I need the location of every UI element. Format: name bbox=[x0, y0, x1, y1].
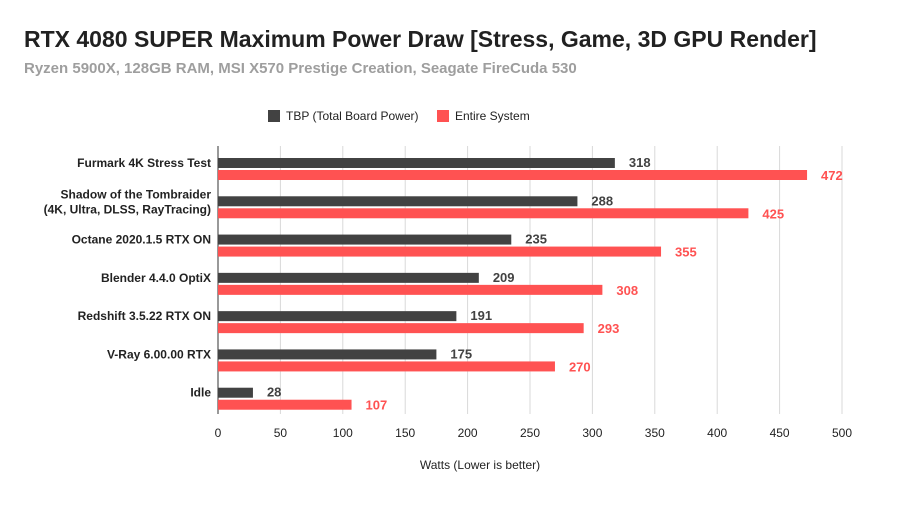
x-tick-label: 100 bbox=[333, 426, 353, 440]
chart-title: RTX 4080 SUPER Maximum Power Draw [Stres… bbox=[24, 26, 817, 52]
category-label-line: Shadow of the Tombraider bbox=[61, 187, 212, 201]
category-label: Redshift 3.5.22 RTX ON bbox=[78, 309, 211, 323]
category-label: Idle bbox=[190, 386, 211, 400]
data-label-system: 270 bbox=[569, 359, 591, 374]
data-label-tbp: 235 bbox=[525, 232, 547, 247]
data-label-system: 425 bbox=[762, 206, 784, 221]
data-label-tbp: 28 bbox=[267, 385, 281, 400]
data-label-tbp: 175 bbox=[450, 346, 472, 361]
legend-swatch-system bbox=[437, 110, 449, 122]
bar-system bbox=[218, 246, 662, 257]
bar-system bbox=[218, 361, 555, 372]
data-label-system: 107 bbox=[366, 398, 388, 413]
category-label-line: (4K, Ultra, DLSS, RayTracing) bbox=[44, 202, 211, 216]
category-label: Octane 2020.1.5 RTX ON bbox=[72, 233, 211, 247]
bar-tbp bbox=[218, 387, 253, 398]
bar-tbp bbox=[218, 349, 437, 360]
bar-tbp bbox=[218, 158, 615, 168]
legend-label-tbp: TBP (Total Board Power) bbox=[286, 109, 419, 123]
data-label-system: 308 bbox=[616, 283, 638, 298]
bar-system bbox=[218, 208, 749, 219]
bar-system bbox=[218, 170, 808, 180]
x-tick-label: 250 bbox=[520, 426, 540, 440]
data-label-tbp: 191 bbox=[470, 308, 492, 323]
x-axis-label: Watts (Lower is better) bbox=[420, 458, 540, 472]
x-tick-label: 300 bbox=[582, 426, 602, 440]
x-tick-label: 450 bbox=[770, 426, 790, 440]
data-label-tbp: 318 bbox=[629, 155, 651, 170]
chart-subtitle: Ryzen 5900X, 128GB RAM, MSI X570 Prestig… bbox=[24, 60, 577, 77]
data-label-tbp: 209 bbox=[493, 270, 515, 285]
bar-tbp bbox=[218, 234, 512, 245]
bar-tbp bbox=[218, 196, 578, 207]
data-label-system: 293 bbox=[598, 321, 620, 336]
bar-system bbox=[218, 284, 603, 295]
x-tick-label: 400 bbox=[707, 426, 727, 440]
data-label-tbp: 288 bbox=[591, 193, 613, 208]
legend-label-system: Entire System bbox=[455, 109, 530, 123]
x-tick-label: 50 bbox=[274, 426, 288, 440]
category-label: Furmark 4K Stress Test bbox=[77, 156, 211, 170]
x-tick-label: 150 bbox=[395, 426, 415, 440]
legend-swatch-tbp bbox=[268, 110, 280, 122]
x-tick-label: 200 bbox=[458, 426, 478, 440]
x-tick-label: 0 bbox=[215, 426, 222, 440]
bar-tbp bbox=[218, 272, 479, 283]
bar-system bbox=[218, 399, 352, 410]
category-label: Shadow of the Tombraider (4K, Ultra, DLSS… bbox=[44, 187, 212, 216]
data-label-system: 472 bbox=[821, 168, 843, 183]
x-tick-label: 350 bbox=[645, 426, 665, 440]
category-label: V-Ray 6.00.00 RTX bbox=[107, 347, 211, 361]
x-tick-label: 500 bbox=[832, 426, 852, 440]
bar-tbp bbox=[218, 311, 457, 322]
data-label-system: 355 bbox=[675, 245, 697, 260]
category-label: Blender 4.4.0 OptiX bbox=[101, 271, 211, 285]
bar-system bbox=[218, 323, 584, 334]
